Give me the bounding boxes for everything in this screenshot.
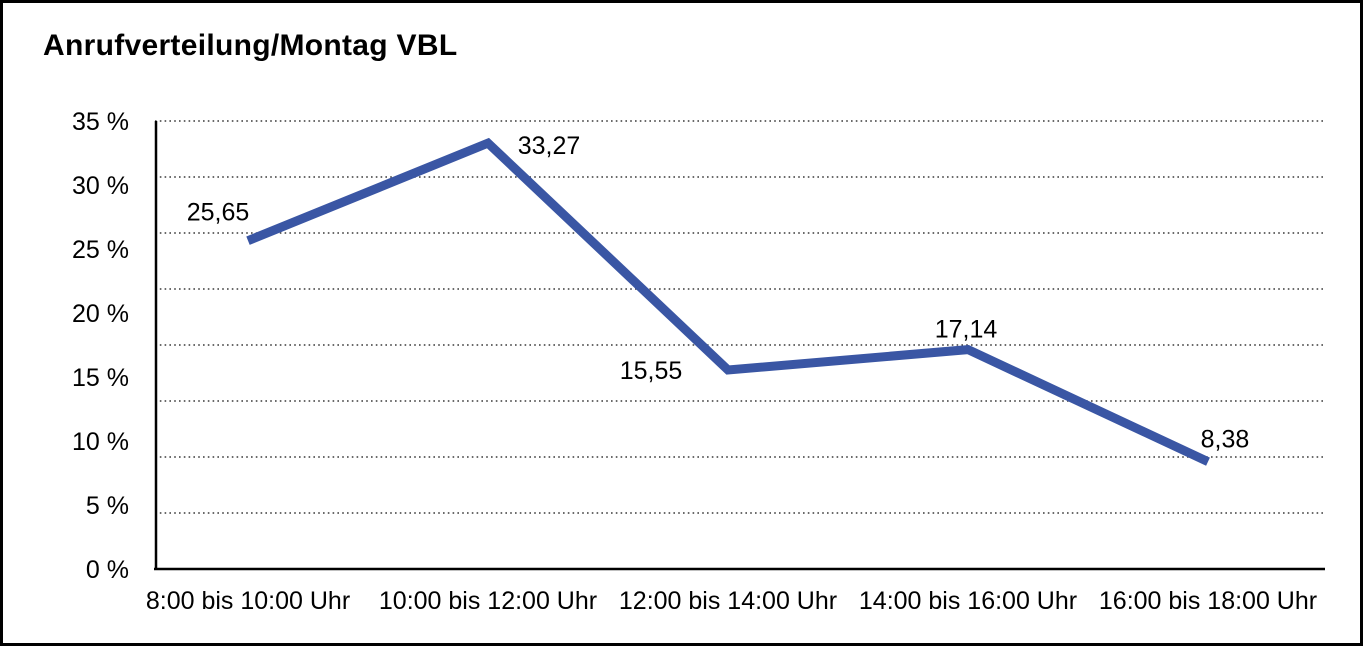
x-tick-label: 8:00 bis 10:00 Uhr (146, 587, 350, 615)
y-tick-label: 20 % (72, 300, 129, 328)
x-tick-label: 12:00 bis 14:00 Uhr (619, 587, 837, 615)
data-point-label: 15,55 (620, 357, 683, 385)
y-tick-label: 30 % (72, 172, 129, 200)
chart-title: Anrufverteilung/Montag VBL (43, 29, 458, 62)
data-point-label: 25,65 (187, 199, 250, 227)
x-tick-label: 10:00 bis 12:00 Uhr (379, 587, 597, 615)
y-tick-label: 0 % (86, 556, 129, 584)
y-tick-label: 10 % (72, 428, 129, 456)
y-tick-label: 5 % (86, 492, 129, 520)
x-tick-label: 16:00 bis 18:00 Uhr (1099, 587, 1317, 615)
x-tick-label: 14:00 bis 16:00 Uhr (859, 587, 1077, 615)
y-tick-label: 15 % (72, 364, 129, 392)
line-chart: 35 % 30 % 25 % 20 % 15 % 10 % 5 % 0 % 8:00 bis 1… (72, 108, 1325, 615)
y-tick-label: 25 % (72, 236, 129, 264)
data-point-label: 8,38 (1201, 426, 1250, 454)
y-tick-label: 35 % (72, 108, 129, 136)
data-line (246, 137, 1210, 466)
data-point-label: 33,27 (518, 132, 581, 160)
data-point-label: 17,14 (935, 316, 998, 344)
